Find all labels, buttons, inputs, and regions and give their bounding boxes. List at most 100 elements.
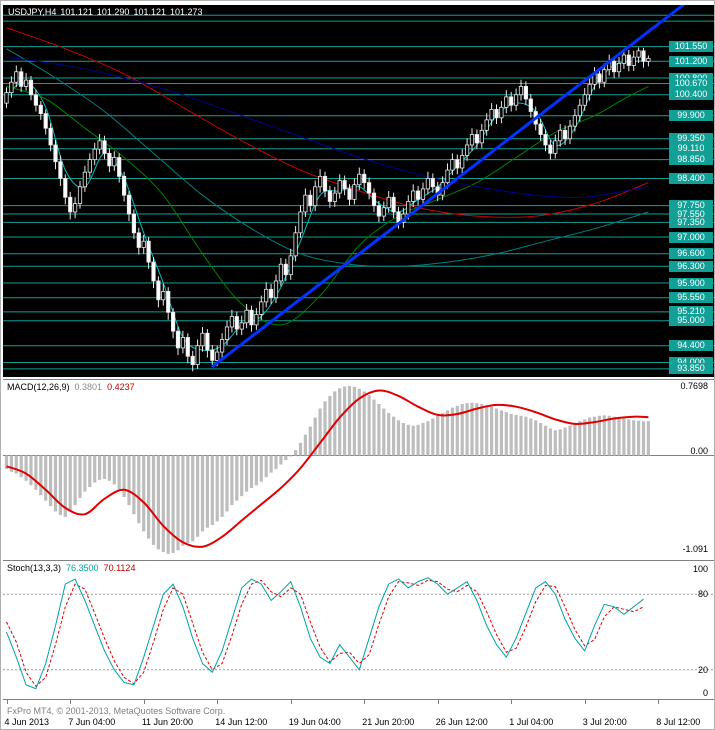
ascending-trendline[interactable] <box>211 5 702 368</box>
candle <box>415 190 421 200</box>
candle <box>636 50 641 58</box>
candle <box>327 190 333 202</box>
macd-histogram-bar <box>421 422 425 456</box>
macd-histogram-bar <box>210 455 214 526</box>
candle <box>455 159 460 169</box>
candle <box>317 175 323 188</box>
candle <box>73 203 78 213</box>
candle <box>406 201 411 215</box>
macd-histogram-bar <box>343 386 347 456</box>
macd-histogram-bar <box>362 391 366 456</box>
macd-histogram-bar <box>470 402 474 456</box>
candle <box>391 196 396 213</box>
macd-histogram-bar <box>132 455 136 515</box>
candle <box>489 109 494 121</box>
macd-histogram-bar <box>122 455 126 498</box>
candle <box>612 60 617 73</box>
macd-histogram-bar <box>313 417 317 456</box>
candle <box>28 79 34 96</box>
macd-histogram-bar <box>602 415 606 456</box>
candle <box>298 211 303 234</box>
candle <box>68 196 73 213</box>
candle <box>504 96 509 108</box>
candle <box>175 330 181 349</box>
stoch-d-value: 70.1124 <box>103 563 136 573</box>
candle <box>450 159 455 171</box>
macd-histogram-bar <box>49 455 53 507</box>
candle <box>239 322 244 330</box>
time-axis-label: 19 Jun 04:00 <box>288 717 341 727</box>
ohlc-low: 101.121 <box>133 7 166 17</box>
candle <box>313 186 318 207</box>
macd-histogram-bar <box>573 422 577 456</box>
macd-header: MACD(12,26,9) 0.3801 0.4237 <box>7 382 140 392</box>
macd-histogram-bar <box>191 455 195 542</box>
candle <box>219 339 225 353</box>
macd-histogram-bar <box>578 421 582 456</box>
candle <box>77 186 83 204</box>
macd-canvas[interactable] <box>3 380 714 560</box>
candle <box>82 171 87 188</box>
candle <box>224 326 230 340</box>
candle <box>38 104 43 114</box>
macd-histogram-bar <box>142 455 146 532</box>
candle <box>19 71 24 87</box>
candle <box>621 54 627 64</box>
candle <box>180 337 185 349</box>
macd-histogram-bar <box>637 420 641 456</box>
macd-histogram-bar <box>632 420 636 456</box>
candle <box>420 188 426 200</box>
time-axis-label: 21 Jun 20:00 <box>362 717 415 727</box>
macd-histogram-bar <box>543 425 548 456</box>
macd-histogram-bar <box>563 427 567 456</box>
macd-histogram-bar <box>445 410 450 456</box>
time-axis-tick <box>511 700 513 704</box>
candle <box>166 291 171 313</box>
candle <box>117 157 122 177</box>
stochastic-canvas[interactable] <box>3 561 714 699</box>
macd-histogram-bar <box>298 442 303 456</box>
candle <box>185 337 190 357</box>
ohlc-readout: USDJPY,H4 101.121 101.290 101.121 101.273 <box>8 7 207 17</box>
macd-histogram-bar <box>519 415 523 456</box>
price-axis-label: 99.900 <box>669 110 713 122</box>
candle <box>464 144 470 156</box>
macd-histogram-bar <box>352 386 356 456</box>
candle <box>23 79 29 87</box>
price-axis-label: 95.900 <box>669 277 713 289</box>
macd-signal-value: 0.4237 <box>107 382 135 392</box>
macd-histogram-bar <box>9 455 13 472</box>
price-chart-canvas[interactable] <box>3 5 714 377</box>
macd-histogram-bar <box>181 455 185 546</box>
candle <box>626 54 631 66</box>
macd-histogram-bar <box>357 388 361 456</box>
macd-histogram-bar <box>98 455 102 480</box>
candle <box>229 316 234 328</box>
price-axis-label: 97.350 <box>669 216 713 228</box>
time-axis-label: 11 Jun 20:00 <box>141 717 194 727</box>
candle <box>425 178 431 190</box>
macd-histogram-bar <box>524 416 528 456</box>
candle <box>347 188 352 200</box>
macd-histogram-bar <box>406 424 410 456</box>
candle <box>170 311 176 332</box>
macd-histogram-bar <box>127 455 131 506</box>
macd-histogram-bar <box>151 455 156 545</box>
macd-histogram-bar <box>308 426 312 456</box>
time-axis-label: 3 Jul 20:00 <box>582 717 627 727</box>
macd-histogram-bar <box>205 455 209 528</box>
macd-histogram-bar <box>588 417 592 456</box>
candle <box>538 123 543 135</box>
candle <box>234 316 239 330</box>
candle <box>112 157 117 167</box>
macd-histogram-bar <box>289 455 293 457</box>
stoch-axis-label: 100 <box>692 564 708 574</box>
time-axis-label: 8 Jul 12:00 <box>656 717 701 727</box>
macd-histogram-bar <box>387 413 391 456</box>
candle <box>14 71 19 83</box>
macd-histogram-bar <box>328 395 332 456</box>
candle <box>273 280 279 299</box>
ma-green <box>6 85 649 326</box>
macd-histogram-bar <box>568 425 572 456</box>
